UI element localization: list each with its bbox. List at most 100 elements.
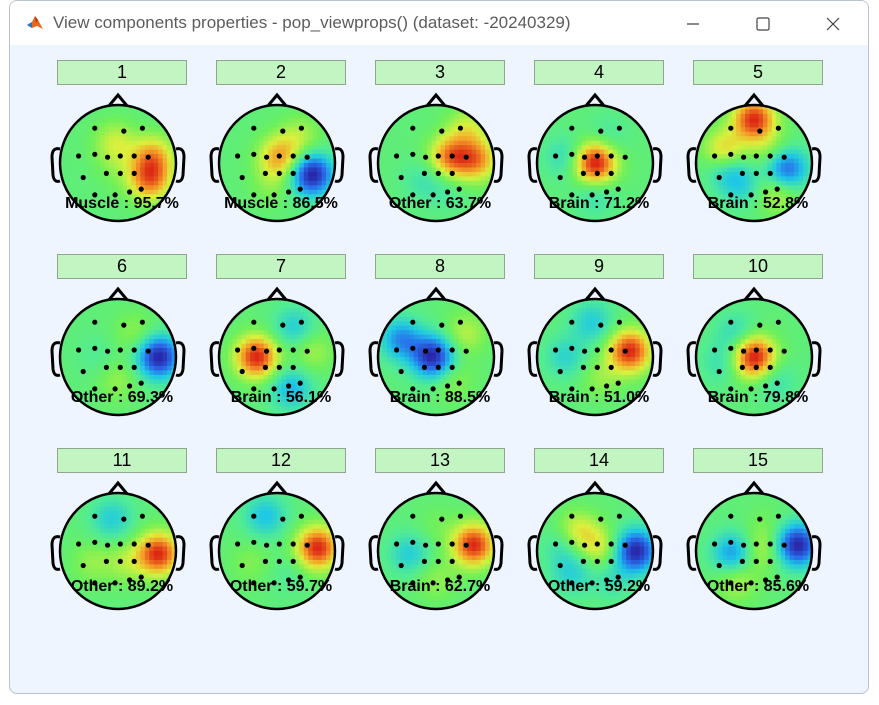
electrode-dot <box>767 558 773 564</box>
component-button[interactable]: 5 <box>693 60 823 85</box>
component-button[interactable]: 13 <box>375 448 505 473</box>
minimize-icon <box>687 23 699 25</box>
nose-outline <box>742 286 766 302</box>
component-classification-label: Other : 69.3% <box>70 389 174 406</box>
scalp-topography[interactable] <box>682 88 832 248</box>
ear-outline <box>811 147 822 183</box>
electrode-dot <box>569 192 575 198</box>
electrode-dot <box>589 580 595 586</box>
electrode-dot <box>767 153 773 159</box>
scalp-topography[interactable] <box>46 282 196 442</box>
scalp-topography[interactable] <box>205 476 355 636</box>
scalp-topography[interactable] <box>46 88 196 248</box>
electrode-dot <box>264 348 270 354</box>
electrode-dot <box>92 319 98 325</box>
electrode-dot <box>582 542 588 548</box>
scalp-topography[interactable] <box>364 88 514 248</box>
component-button[interactable]: 3 <box>375 60 505 85</box>
scalp-topography[interactable] <box>523 88 673 248</box>
electrode-dot <box>423 154 429 160</box>
nose-outline <box>742 92 766 108</box>
close-button[interactable] <box>810 8 856 40</box>
nose-outline <box>742 480 766 496</box>
component-button[interactable]: 6 <box>57 254 187 279</box>
electrode-dot <box>92 513 98 519</box>
head-outline <box>694 491 814 611</box>
minimize-button[interactable] <box>670 8 716 40</box>
component-panel: 4 Brain : 71.2% <box>503 45 664 241</box>
head-outline <box>694 103 814 223</box>
component-button[interactable]: 4 <box>534 60 664 85</box>
nose-outline <box>106 92 130 108</box>
electrode-dot <box>716 368 722 375</box>
ear-outline <box>527 535 538 571</box>
ear-outline <box>50 147 61 183</box>
scalp-topography[interactable] <box>682 476 832 636</box>
electrode-dot <box>239 368 245 375</box>
component-button[interactable]: 12 <box>216 448 346 473</box>
electrode-dot <box>127 189 133 195</box>
electrode-dot <box>589 192 595 198</box>
electrode-dot <box>741 542 747 548</box>
ear-outline <box>493 341 504 377</box>
electrode-dot <box>757 322 763 328</box>
electrode-dot <box>741 348 747 354</box>
electrode-dot <box>121 322 127 328</box>
electrode-dot <box>557 174 563 181</box>
electrode-dot <box>235 153 241 159</box>
component-button[interactable]: 7 <box>216 254 346 279</box>
scalp-topography[interactable] <box>523 476 673 636</box>
electrode-dot <box>728 539 734 545</box>
electrode-dot <box>439 322 445 328</box>
ear-outline <box>334 147 345 183</box>
electrode-dot <box>712 153 718 159</box>
electrode-dot <box>569 125 575 131</box>
component-button[interactable]: 8 <box>375 254 505 279</box>
component-button[interactable]: 15 <box>693 448 823 473</box>
electrode-dot <box>264 154 270 160</box>
component-button[interactable]: 1 <box>57 60 187 85</box>
electrode-dot <box>449 170 455 176</box>
electrode-dot <box>741 154 747 160</box>
head-outline <box>217 297 337 417</box>
electrode-dot <box>430 386 436 392</box>
scalp-topography[interactable] <box>205 88 355 248</box>
component-button[interactable]: 14 <box>534 448 664 473</box>
component-button[interactable]: 9 <box>534 254 664 279</box>
scalp-topography[interactable] <box>46 476 196 636</box>
figure-window: View components properties - pop_viewpro… <box>9 0 869 694</box>
electrode-dot <box>280 322 286 328</box>
electrode-dot <box>398 562 404 569</box>
component-panel: 12 Other : 59.7% <box>185 433 346 629</box>
component-button[interactable]: 2 <box>216 60 346 85</box>
electrode-dot <box>457 319 463 325</box>
electrode-dot <box>290 364 296 370</box>
component-classification-label: Other : 59.2% <box>547 578 651 595</box>
scalp-topography[interactable] <box>364 476 514 636</box>
maximize-button[interactable] <box>740 8 786 40</box>
component-panel: 7 Brain : 56.1% <box>185 239 346 435</box>
electrode-dot <box>712 541 718 547</box>
electrode-dot <box>569 151 575 157</box>
scalp-topography[interactable] <box>682 282 832 442</box>
scalp-topography[interactable] <box>364 282 514 442</box>
electrode-dot <box>616 125 622 131</box>
nose-outline <box>424 480 448 496</box>
electrode-dot <box>608 153 614 159</box>
electrode-dot <box>121 516 127 522</box>
scalp-topography[interactable] <box>205 282 355 442</box>
scalp-topography[interactable] <box>523 282 673 442</box>
component-button[interactable]: 10 <box>693 254 823 279</box>
electrode-dot <box>449 347 455 353</box>
component-classification-label: Brain : 88.5% <box>389 389 491 406</box>
ear-outline <box>686 341 697 377</box>
electrode-dot <box>76 541 82 547</box>
title-bar[interactable]: View components properties - pop_viewpro… <box>10 1 868 45</box>
electrode-dot <box>757 516 763 522</box>
electrode-dot <box>290 558 296 564</box>
ear-outline <box>368 147 379 183</box>
electrode-dot <box>298 513 304 519</box>
component-panel: 5 Brain : 52.8% <box>662 45 823 241</box>
electrode-dot <box>435 170 441 176</box>
component-button[interactable]: 11 <box>57 448 187 473</box>
